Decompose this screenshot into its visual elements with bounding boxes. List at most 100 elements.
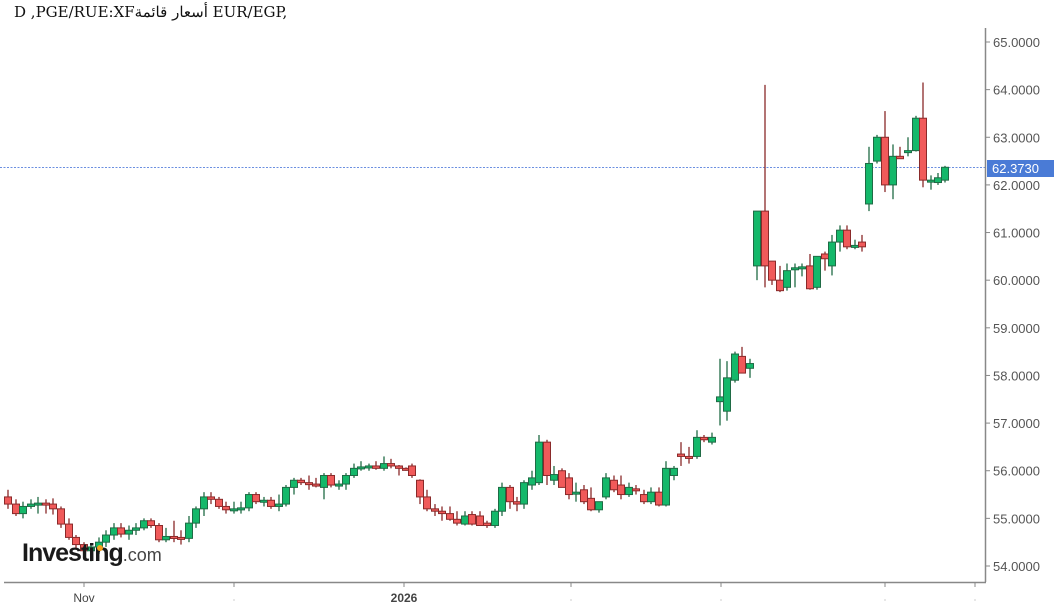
candle bbox=[132, 527, 140, 531]
candle bbox=[282, 486, 290, 505]
candle bbox=[776, 279, 784, 292]
candle bbox=[260, 499, 268, 503]
candle bbox=[595, 501, 603, 511]
y-tick-label: 64.0000 bbox=[993, 83, 1040, 98]
candle bbox=[200, 496, 208, 510]
candle bbox=[768, 260, 776, 281]
candle bbox=[395, 465, 403, 469]
candle bbox=[387, 463, 395, 467]
candle bbox=[632, 488, 640, 492]
candle bbox=[934, 177, 942, 184]
candle bbox=[110, 527, 118, 536]
candle bbox=[602, 477, 610, 498]
candle bbox=[587, 497, 595, 511]
candle bbox=[408, 465, 416, 476]
candle bbox=[237, 507, 245, 511]
candle bbox=[498, 486, 506, 512]
candle bbox=[185, 522, 193, 539]
candle bbox=[941, 166, 949, 181]
candle bbox=[147, 520, 155, 527]
candle bbox=[843, 229, 851, 248]
candle bbox=[753, 210, 761, 267]
candle bbox=[761, 210, 769, 267]
candle bbox=[476, 515, 484, 527]
candle bbox=[275, 503, 283, 507]
candle bbox=[858, 241, 866, 248]
y-axis-ticks: 65.0000 64.0000 63.0000 62.0000 61.0000 60.00… bbox=[985, 35, 1040, 574]
candle bbox=[543, 441, 551, 476]
candle bbox=[738, 355, 746, 374]
current-price-label: 62.3730 bbox=[987, 159, 1054, 177]
candle bbox=[245, 494, 253, 509]
candle bbox=[851, 244, 859, 248]
candle bbox=[535, 441, 543, 484]
candle bbox=[647, 491, 655, 503]
y-tick-label: 61.0000 bbox=[993, 226, 1040, 241]
candle bbox=[919, 117, 927, 181]
candle bbox=[798, 266, 806, 270]
candle bbox=[72, 536, 80, 546]
y-tick-label: 62.0000 bbox=[993, 178, 1040, 193]
candle bbox=[357, 466, 365, 470]
candle bbox=[297, 479, 305, 484]
candle bbox=[4, 496, 12, 505]
candle bbox=[267, 499, 275, 507]
candle bbox=[865, 162, 873, 205]
candle bbox=[305, 482, 313, 486]
candle bbox=[27, 503, 35, 507]
y-tick-label: 56.0000 bbox=[993, 464, 1040, 479]
candle bbox=[580, 489, 588, 503]
candle bbox=[731, 353, 739, 381]
candles bbox=[4, 82, 949, 562]
candle bbox=[677, 453, 685, 457]
x-tick-label: Nov bbox=[73, 591, 94, 605]
candle bbox=[806, 265, 814, 290]
candle bbox=[662, 467, 670, 506]
candle bbox=[896, 155, 904, 160]
candle bbox=[372, 465, 380, 469]
candle bbox=[446, 513, 454, 520]
candle bbox=[65, 523, 73, 538]
candle bbox=[716, 396, 724, 403]
candle bbox=[192, 508, 200, 524]
candle bbox=[791, 267, 799, 271]
candle bbox=[102, 534, 110, 543]
logo-dot-icon bbox=[97, 545, 103, 551]
candle bbox=[230, 508, 238, 512]
candle bbox=[252, 494, 260, 503]
candle bbox=[625, 486, 633, 496]
candle bbox=[693, 436, 701, 457]
y-tick-label: 54.0000 bbox=[993, 559, 1040, 574]
candle bbox=[170, 535, 178, 539]
candle bbox=[881, 136, 889, 186]
candle bbox=[312, 483, 320, 487]
candle bbox=[125, 529, 133, 535]
candle bbox=[889, 155, 897, 186]
candle bbox=[685, 455, 693, 459]
candle bbox=[513, 501, 521, 505]
candle bbox=[565, 477, 573, 496]
candle bbox=[783, 270, 791, 288]
candle bbox=[335, 483, 343, 487]
candle bbox=[12, 503, 20, 515]
candle bbox=[290, 479, 298, 488]
y-tick-label: 60.0000 bbox=[993, 273, 1040, 288]
candle bbox=[468, 514, 476, 525]
candle bbox=[438, 510, 446, 515]
candle bbox=[42, 502, 50, 506]
x-tick-label: 2026 bbox=[391, 591, 418, 605]
candle bbox=[34, 502, 42, 506]
candle bbox=[640, 494, 648, 503]
candle bbox=[57, 508, 65, 525]
chart-title: D ,PGE/RUE:XFأسعار قائمة EUR/EGP, bbox=[14, 3, 288, 21]
candle bbox=[528, 477, 536, 486]
candle bbox=[49, 503, 57, 510]
candle bbox=[87, 546, 95, 552]
candle bbox=[821, 253, 829, 260]
candle bbox=[342, 474, 350, 485]
candle bbox=[904, 150, 912, 154]
candle bbox=[836, 229, 844, 243]
y-tick-label: 63.0000 bbox=[993, 130, 1040, 145]
candle bbox=[670, 467, 678, 476]
